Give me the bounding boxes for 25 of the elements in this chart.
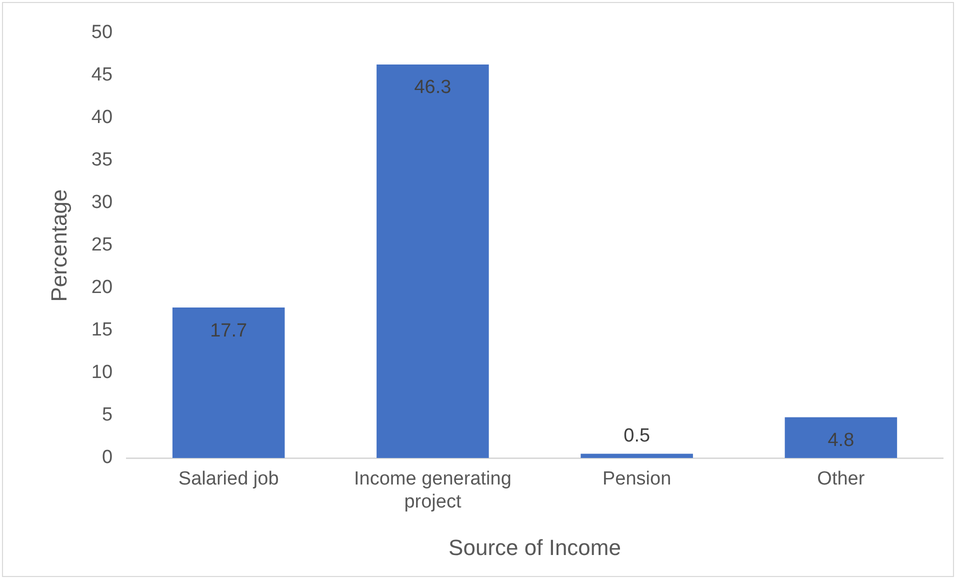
bar: [580, 454, 693, 458]
bar: [172, 308, 285, 458]
y-tick-label: 15: [91, 320, 113, 341]
y-tick-label: 20: [91, 277, 113, 298]
bar: [376, 64, 489, 458]
y-tick-label: 25: [91, 234, 113, 256]
y-tick-label: 0: [102, 447, 113, 468]
y-tick-label: 50: [91, 22, 113, 44]
bar: [784, 417, 898, 458]
y-tick-label: 5: [102, 404, 113, 426]
y-tick-label: 10: [91, 362, 113, 384]
x-tick-label: Income generating project: [354, 468, 512, 512]
y-tick-label: 40: [91, 107, 113, 128]
x-tick-label: Other: [817, 468, 866, 490]
data-label: 17.7: [210, 320, 248, 342]
x-tick-label: Salaried job: [178, 468, 279, 490]
y-tick-label: 45: [91, 64, 113, 86]
x-axis-title: Source of Income: [448, 534, 621, 560]
y-tick-label: 30: [91, 192, 113, 214]
y-axis-title: Percentage: [46, 189, 72, 302]
y-tick-label: 35: [91, 150, 113, 171]
data-label: 4.8: [828, 430, 854, 451]
data-label: 46.3: [414, 77, 452, 98]
data-label: 0.5: [624, 425, 650, 446]
x-tick-label: Pension: [602, 468, 672, 490]
